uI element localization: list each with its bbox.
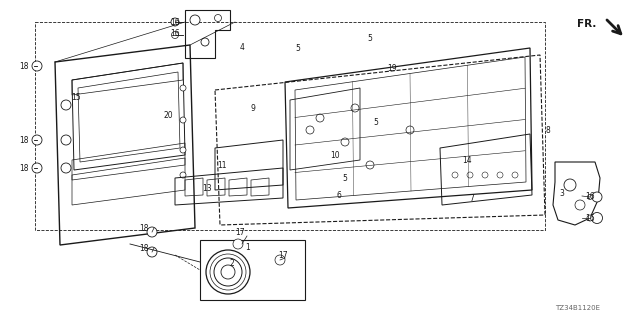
Circle shape [467, 172, 473, 178]
Circle shape [180, 147, 186, 153]
Circle shape [482, 172, 488, 178]
Text: 15: 15 [71, 92, 81, 101]
Text: 18: 18 [140, 244, 148, 252]
Circle shape [171, 18, 179, 26]
Circle shape [32, 135, 42, 145]
Circle shape [275, 255, 285, 265]
Circle shape [61, 135, 71, 145]
Circle shape [172, 31, 179, 38]
Circle shape [221, 265, 235, 279]
Text: 16: 16 [170, 18, 180, 27]
Circle shape [180, 85, 186, 91]
Circle shape [497, 172, 503, 178]
Bar [35, 22, 545, 230]
Circle shape [180, 117, 186, 123]
Circle shape [61, 100, 71, 110]
Text: 2: 2 [230, 259, 234, 268]
Circle shape [587, 215, 593, 221]
Circle shape [214, 258, 242, 286]
Circle shape [306, 126, 314, 134]
Circle shape [592, 192, 602, 202]
Circle shape [512, 172, 518, 178]
Text: 11: 11 [217, 161, 227, 170]
Circle shape [366, 161, 374, 169]
Circle shape [564, 179, 576, 191]
Text: FR.: FR. [577, 19, 596, 29]
Text: 5: 5 [296, 44, 300, 52]
Text: 14: 14 [462, 156, 472, 164]
Text: 18: 18 [19, 61, 29, 70]
Circle shape [214, 14, 221, 21]
Circle shape [591, 212, 602, 223]
Circle shape [588, 195, 593, 199]
Text: 16: 16 [585, 191, 595, 201]
Text: 16: 16 [585, 213, 595, 222]
Text: 18: 18 [19, 135, 29, 145]
Text: TZ34B1120E: TZ34B1120E [555, 305, 600, 311]
Text: 3: 3 [559, 188, 564, 197]
Text: 7: 7 [470, 194, 474, 203]
Text: 20: 20 [163, 110, 173, 119]
Text: 18: 18 [19, 164, 29, 172]
Text: 4: 4 [239, 43, 244, 52]
Text: 13: 13 [202, 183, 212, 193]
Circle shape [32, 163, 42, 173]
Text: 1: 1 [246, 243, 250, 252]
Circle shape [452, 172, 458, 178]
Circle shape [147, 227, 157, 237]
Text: 17: 17 [235, 228, 245, 236]
Circle shape [32, 61, 42, 71]
Circle shape [61, 163, 71, 173]
Text: 19: 19 [387, 63, 397, 73]
Circle shape [351, 104, 359, 112]
Circle shape [341, 138, 349, 146]
Text: 5: 5 [342, 173, 348, 182]
Circle shape [206, 250, 250, 294]
Circle shape [147, 247, 157, 257]
Circle shape [406, 126, 414, 134]
Text: 5: 5 [374, 117, 378, 126]
Text: 10: 10 [330, 150, 340, 159]
Circle shape [575, 200, 585, 210]
Text: 9: 9 [251, 103, 255, 113]
Circle shape [233, 239, 243, 249]
Circle shape [180, 172, 186, 178]
Text: 8: 8 [546, 125, 550, 134]
Text: 5: 5 [367, 34, 372, 43]
Circle shape [190, 15, 200, 25]
Circle shape [201, 38, 209, 46]
Circle shape [316, 114, 324, 122]
Text: 16: 16 [170, 28, 180, 37]
Text: 6: 6 [337, 190, 341, 199]
Text: 18: 18 [140, 223, 148, 233]
Text: 17: 17 [278, 252, 288, 260]
